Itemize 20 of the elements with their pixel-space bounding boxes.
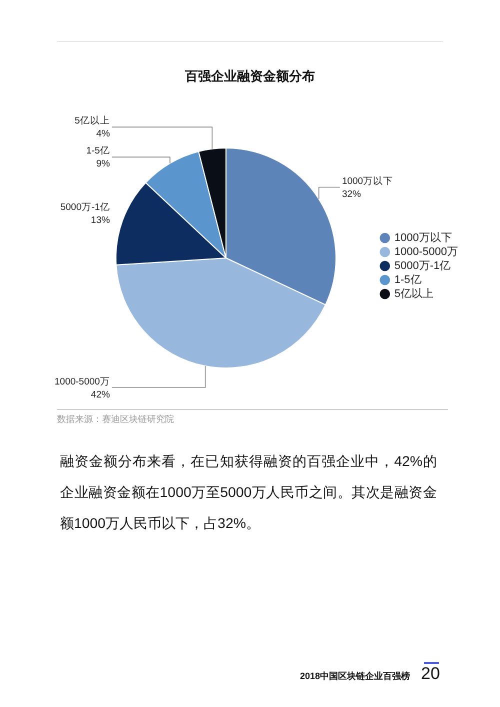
data-label: 4%: [96, 128, 110, 140]
slice-label: 1000万以下: [342, 174, 394, 187]
text: 融资金额分布来看，在已知获得融资的百强企业中，42%的企业融资金额在1000万至5000万人民币之间。其次是融资金额1000万人民币以下，占32%。: [60, 453, 437, 534]
slice-label: 5000万-1亿: [60, 202, 110, 213]
source-note: 数据来源：赛迪区块链研究院: [57, 413, 174, 426]
legend-label: 5000万-1亿: [394, 260, 451, 272]
slice-label: 5亿以上: [74, 114, 110, 127]
data-label: 32%: [342, 188, 362, 200]
slice-label: 1-5亿: [86, 146, 110, 157]
data-label: 9%: [96, 158, 110, 170]
legend-label: 1000万以下: [394, 231, 452, 244]
data-label: 42%: [90, 389, 110, 400]
chart-title: 百强企业融资金额分布: [184, 68, 315, 84]
legend-label: 1000-5000万: [394, 246, 458, 258]
data-label: 13%: [90, 214, 110, 226]
slice-label: 1000-5000万: [54, 376, 110, 388]
text: 2018中国区块链企业百强榜: [300, 670, 410, 683]
legend-label: 1-5亿: [394, 274, 422, 286]
text: 20: [421, 664, 440, 684]
legend-label: 5亿以上: [394, 287, 434, 300]
